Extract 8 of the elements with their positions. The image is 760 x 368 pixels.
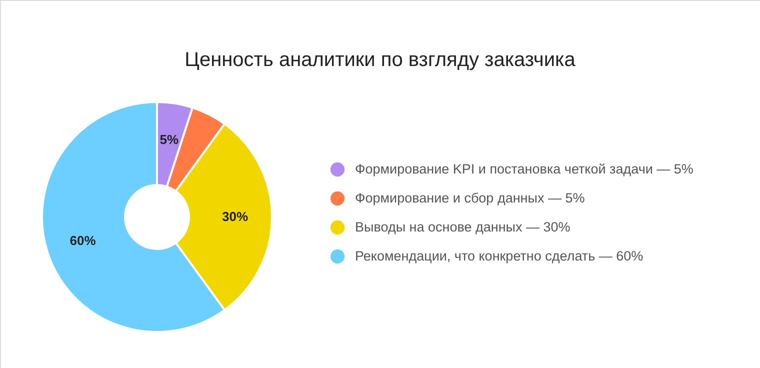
legend-label: Выводы на основе данных — 30% [355,220,570,234]
chart-title: Ценность аналитики по взгляду заказчика [184,49,576,71]
data-label: 60% [70,233,96,248]
data-label: 30% [222,209,248,224]
legend-label: Формирование и сбор данных — 5% [355,190,585,206]
legend-label: Формирование KPI и постановка четкой задачи — 5% [355,162,694,176]
legend-label: Рекомендации, что конкретно сделать — 60% [355,248,644,264]
data-label: 5% [160,132,180,147]
